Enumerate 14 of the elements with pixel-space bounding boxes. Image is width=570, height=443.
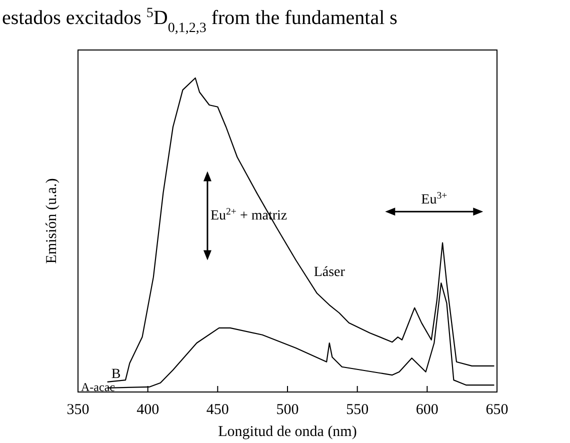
x-tick-label: 350 [66, 402, 90, 418]
y-axis-title: Emisión (u.a.) [44, 178, 60, 264]
x-axis-title: Longitud de onda (nm) [218, 424, 357, 440]
x-tick-label: 450 [206, 402, 229, 418]
x-tick-label: 400 [136, 402, 160, 418]
annotation: Láser [314, 264, 346, 280]
text: estados excitados $^{5}$D$_{0,1,2,3}$ from the fundamental s [2, 6, 398, 36]
x-tick-label: 550 [346, 402, 369, 418]
series-label: A-acac [81, 380, 115, 394]
series-label: B [111, 366, 121, 382]
x-tick-label: 600 [416, 402, 438, 418]
annotation: Eu$^{3+}$ [421, 190, 448, 208]
x-tick-label: 500 [276, 402, 299, 418]
x-tick-label: 650 [486, 402, 508, 418]
